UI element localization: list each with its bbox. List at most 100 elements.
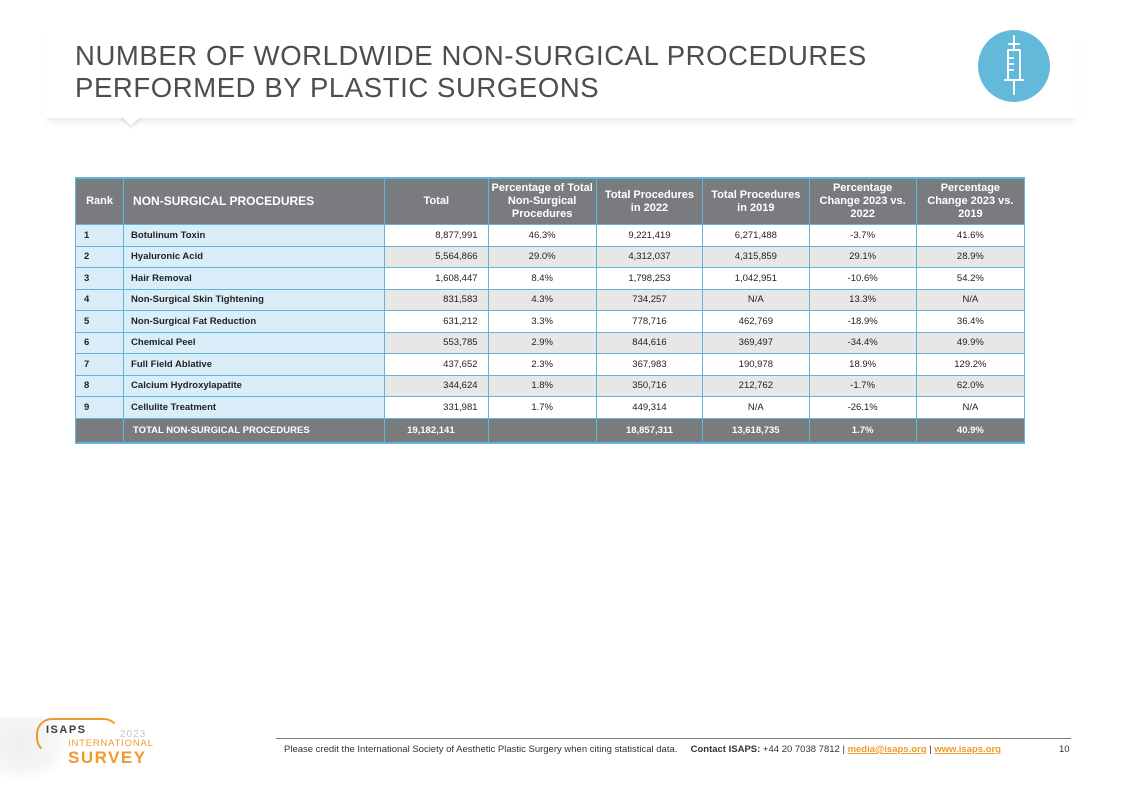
change-2022-cell: 13.3% — [808, 288, 917, 311]
table-row: 7 Full Field Ablative 437,652 2.3% 367,9… — [74, 353, 1026, 376]
syringe-icon — [978, 30, 1050, 102]
total-cell: 437,652 — [384, 353, 489, 376]
change-2019-cell: 28.9% — [915, 245, 1026, 268]
procedure-name: Hyaluronic Acid — [123, 245, 386, 268]
logo-brand: ISAPS — [46, 724, 87, 736]
header-percentage-of-total: Percentage of Total Non-Surgical Procedu… — [487, 177, 597, 225]
credit-text: Please credit the International Society … — [284, 744, 678, 755]
rank-cell: 4 — [74, 288, 125, 311]
total-row-change-2022: 1.7% — [808, 417, 917, 444]
website-link[interactable]: www.isaps.org — [934, 744, 1001, 755]
total-row-2019: 13,618,735 — [702, 417, 810, 444]
total-2019-cell: 190,978 — [702, 353, 810, 376]
change-2022-cell: -26.1% — [808, 396, 917, 419]
procedure-name: Chemical Peel — [123, 331, 386, 354]
percentage-cell: 1.7% — [487, 396, 597, 419]
header-rank: Rank — [74, 177, 125, 225]
total-row-percentage — [487, 417, 597, 444]
change-2022-cell: -1.7% — [808, 374, 917, 397]
change-2019-cell: 62.0% — [915, 374, 1026, 397]
world-map-graphic — [0, 717, 70, 782]
total-cell: 5,564,866 — [384, 245, 489, 268]
total-cell: 331,981 — [384, 396, 489, 419]
total-2022-cell: 734,257 — [595, 288, 704, 311]
total-cell: 8,877,991 — [384, 224, 489, 247]
page-title: NUMBER OF WORLDWIDE NON-SURGICAL PROCEDU… — [75, 40, 867, 104]
rank-cell: 3 — [74, 267, 125, 290]
page-title-line-1: NUMBER OF WORLDWIDE NON-SURGICAL PROCEDU… — [75, 40, 867, 71]
total-row-2022: 18,857,311 — [595, 417, 704, 444]
change-2022-cell: 18.9% — [808, 353, 917, 376]
table-row: 4 Non-Surgical Skin Tightening 831,583 4… — [74, 288, 1026, 311]
isaps-survey-logo: ISAPS 2023 INTERNATIONAL SURVEY — [0, 705, 160, 785]
procedure-name: Non-Surgical Skin Tightening — [123, 288, 386, 311]
total-row-change-2019: 40.9% — [915, 417, 1026, 444]
total-cell: 1,608,447 — [384, 267, 489, 290]
change-2022-cell: -10.6% — [808, 267, 917, 290]
procedure-name: Botulinum Toxin — [123, 224, 386, 247]
table-row: 6 Chemical Peel 553,785 2.9% 844,616 369… — [74, 331, 1026, 354]
total-row-rank-cell — [74, 417, 125, 444]
percentage-cell: 46.3% — [487, 224, 597, 247]
procedures-table: Rank NON-SURGICAL PROCEDURES Total Perce… — [74, 177, 1026, 444]
rank-cell: 9 — [74, 396, 125, 419]
table-header-row: Rank NON-SURGICAL PROCEDURES Total Perce… — [74, 177, 1026, 225]
page-number: 10 — [1059, 744, 1070, 755]
total-2022-cell: 449,314 — [595, 396, 704, 419]
rank-cell: 6 — [74, 331, 125, 354]
rank-cell: 7 — [74, 353, 125, 376]
footer-separator: | — [926, 744, 935, 755]
title-box: NUMBER OF WORLDWIDE NON-SURGICAL PROCEDU… — [44, 28, 1079, 118]
total-2019-cell: 6,271,488 — [702, 224, 810, 247]
total-2022-cell: 844,616 — [595, 331, 704, 354]
contact-phone: +44 20 7038 7812 | — [760, 744, 848, 755]
change-2019-cell: 54.2% — [915, 267, 1026, 290]
total-2022-cell: 367,983 — [595, 353, 704, 376]
procedure-name: Hair Removal — [123, 267, 386, 290]
logo-survey: SURVEY — [68, 748, 147, 767]
total-cell: 831,583 — [384, 288, 489, 311]
percentage-cell: 2.9% — [487, 331, 597, 354]
total-2019-cell: 369,497 — [702, 331, 810, 354]
percentage-cell: 4.3% — [487, 288, 597, 311]
footer-credit: Please credit the International Society … — [284, 744, 1001, 755]
change-2019-cell: 41.6% — [915, 224, 1026, 247]
table-row: 8 Calcium Hydroxylapatite 344,624 1.8% 3… — [74, 374, 1026, 397]
percentage-cell: 1.8% — [487, 374, 597, 397]
procedure-name: Cellulite Treatment — [123, 396, 386, 419]
contact-label: Contact ISAPS: — [690, 744, 761, 755]
change-2019-cell: N/A — [915, 288, 1026, 311]
change-2022-cell: -18.9% — [808, 310, 917, 333]
change-2019-cell: 36.4% — [915, 310, 1026, 333]
procedure-name: Non-Surgical Fat Reduction — [123, 310, 386, 333]
total-2019-cell: N/A — [702, 396, 810, 419]
total-row-label: TOTAL NON-SURGICAL PROCEDURES — [123, 417, 386, 444]
header-procedure: NON-SURGICAL PROCEDURES — [123, 177, 386, 225]
change-2022-cell: -34.4% — [808, 331, 917, 354]
header-change-vs-2019: Percentage Change 2023 vs. 2019 — [915, 177, 1026, 225]
percentage-cell: 8.4% — [487, 267, 597, 290]
table-row: 3 Hair Removal 1,608,447 8.4% 1,798,253 … — [74, 267, 1026, 290]
total-2019-cell: N/A — [702, 288, 810, 311]
table-body: 1 Botulinum Toxin 8,877,991 46.3% 9,221,… — [74, 224, 1026, 444]
change-2019-cell: N/A — [915, 396, 1026, 419]
total-cell: 553,785 — [384, 331, 489, 354]
total-2019-cell: 1,042,951 — [702, 267, 810, 290]
total-2022-cell: 9,221,419 — [595, 224, 704, 247]
total-cell: 631,212 — [384, 310, 489, 333]
change-2022-cell: -3.7% — [808, 224, 917, 247]
total-2022-cell: 1,798,253 — [595, 267, 704, 290]
email-link[interactable]: media@isaps.org — [847, 744, 927, 755]
rank-cell: 1 — [74, 224, 125, 247]
page-title-line-2: PERFORMED BY PLASTIC SURGEONS — [75, 72, 600, 103]
header-total-2022: Total Procedures in 2022 — [595, 177, 704, 225]
procedure-name: Calcium Hydroxylapatite — [123, 374, 386, 397]
procedure-name: Full Field Ablative — [123, 353, 386, 376]
header-total-2019: Total Procedures in 2019 — [702, 177, 810, 225]
logo-international: INTERNATIONAL — [68, 738, 154, 749]
change-2019-cell: 49.9% — [915, 331, 1026, 354]
percentage-cell: 3.3% — [487, 310, 597, 333]
logo-year: 2023 — [120, 729, 147, 740]
table-row: 2 Hyaluronic Acid 5,564,866 29.0% 4,312,… — [74, 245, 1026, 268]
total-row-total: 19,182,141 — [384, 417, 489, 444]
